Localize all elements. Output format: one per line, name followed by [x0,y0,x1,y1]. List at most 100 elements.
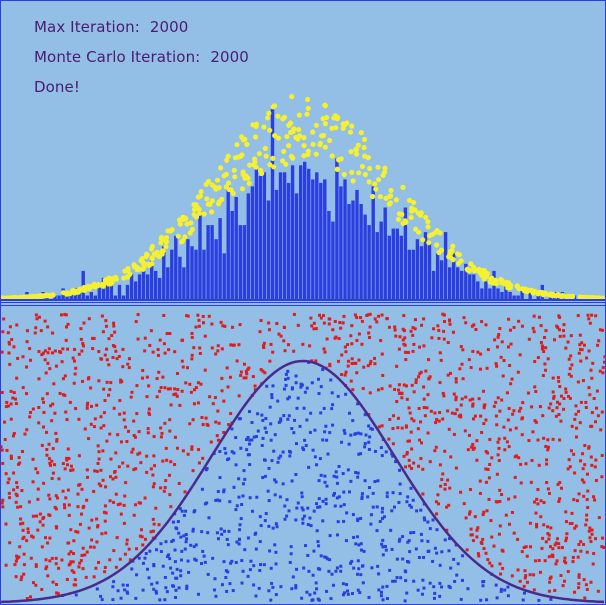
accepted-point [273,543,277,547]
rejected-point [65,463,69,467]
rejected-point [21,355,25,359]
trace-point [438,247,445,253]
rejected-point [590,411,594,415]
rejected-point [544,368,548,372]
accepted-point [241,482,245,486]
trace-point [75,289,81,295]
rejected-point [14,500,18,504]
accepted-point [288,560,292,564]
accepted-point [307,465,311,469]
rejected-point [97,450,101,454]
rejected-point [523,569,527,573]
rejected-point [417,464,421,468]
accepted-point [318,567,322,571]
histogram-bar [262,172,267,299]
rejected-point [584,400,588,404]
rejected-point [577,542,581,546]
rejected-point [496,335,500,339]
rejected-point [165,332,169,336]
max-iteration-label: Max Iteration: [34,18,140,36]
accepted-point [342,503,346,507]
accepted-point [422,516,426,520]
rejected-point [173,435,177,439]
rejected-point [262,341,266,345]
accepted-point [252,435,256,439]
accepted-point [315,529,319,533]
accepted-point [317,392,321,396]
rejected-point [587,529,591,533]
accepted-point [269,566,273,570]
rejected-point [517,409,521,413]
histogram-bar [206,225,210,299]
trace-point [310,129,316,135]
rejected-point [541,536,545,540]
rejected-point [74,407,78,411]
rejected-point [15,556,19,560]
rejected-point [554,562,558,566]
rejected-point [577,573,581,577]
histogram-bar [57,295,61,299]
rejected-point [262,346,266,350]
rejected-point [580,348,584,352]
rejected-point [409,430,413,434]
rejected-point [21,528,25,532]
accepted-point [482,579,486,583]
histogram-bar [85,295,89,299]
trace-point [471,264,477,270]
accepted-point [282,387,286,391]
rejected-point [25,539,29,543]
rejected-point [127,366,131,370]
accepted-point [284,372,288,376]
accepted-point [368,486,372,490]
trace-point [216,185,222,191]
accepted-point [327,569,331,573]
trace-point [40,293,46,299]
trace-point [232,155,238,161]
rejected-point [379,339,383,343]
accepted-point [267,466,271,470]
rejected-point [600,475,604,479]
accepted-point [466,587,470,591]
accepted-point [333,504,337,508]
rejected-point [562,334,566,338]
rejected-point [478,479,482,483]
rejected-point [510,510,514,514]
accepted-point [499,587,503,591]
accepted-point [291,575,295,579]
rejected-point [190,445,194,449]
rejected-point [99,468,103,472]
rejected-point [186,452,190,456]
accepted-point [390,509,394,513]
accepted-point [205,501,209,505]
rejected-point [25,329,29,333]
accepted-point [325,589,329,593]
accepted-point [359,432,363,436]
trace-point [388,193,394,199]
rejected-point [519,481,523,485]
rejected-point [524,545,528,549]
rejected-point [54,507,58,511]
rejected-point [14,575,18,579]
rejected-point [103,398,107,402]
accepted-point [194,543,198,547]
rejected-point [90,518,94,522]
rejected-point [81,344,85,348]
rejected-point [567,394,571,398]
rejected-point [516,537,520,541]
rejected-point [140,535,144,539]
accepted-point [274,522,278,526]
rejected-point [544,540,548,544]
rejected-point [18,545,22,549]
rejected-point [513,475,517,479]
accepted-point [346,468,350,472]
rejected-point [6,331,10,335]
accepted-point [363,479,367,483]
accepted-point [262,563,266,567]
accepted-point [284,383,288,387]
accepted-point [307,569,311,573]
rejected-point [525,580,529,584]
accepted-point [310,381,314,385]
accepted-point [184,540,188,544]
rejected-point [566,570,570,574]
accepted-point [381,545,385,549]
